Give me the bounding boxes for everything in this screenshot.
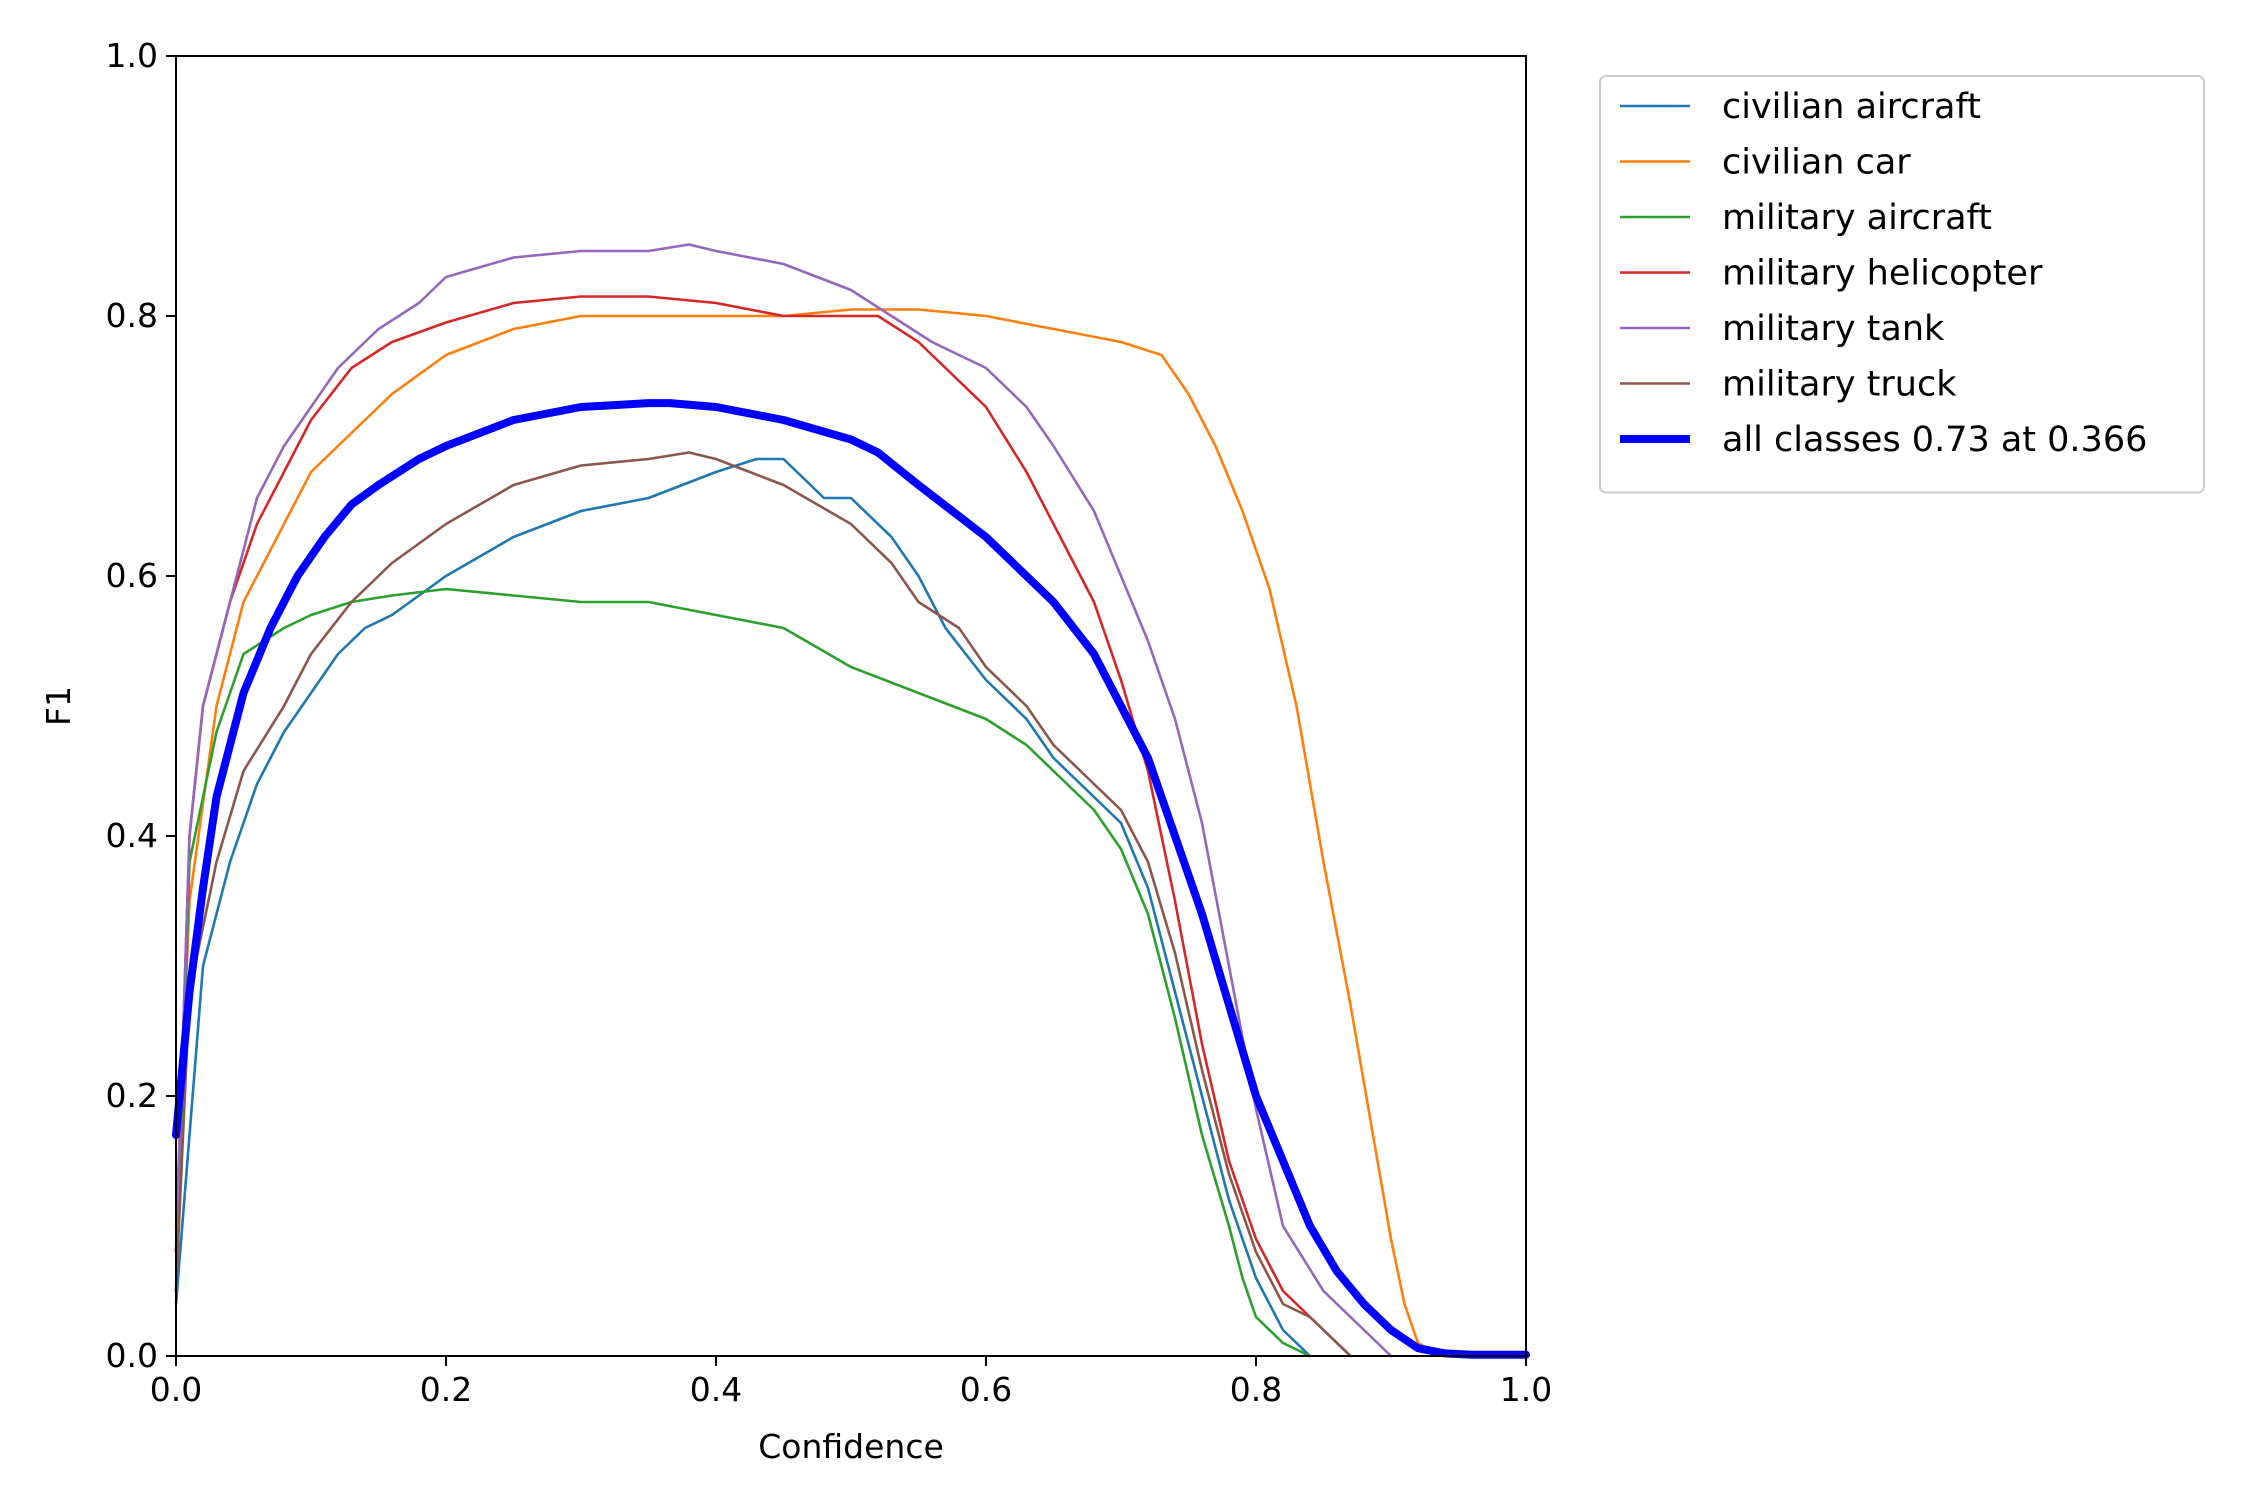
x-tick-label: 0.6 bbox=[960, 1370, 1012, 1409]
x-axis-ticks: 0.0 0.2 0.4 0.6 0.8 1.0 bbox=[150, 1356, 1552, 1409]
series-line-civilian-car bbox=[174, 308, 1528, 1355]
y-tick-label: 0.4 bbox=[106, 816, 158, 855]
legend-entry-label: military tank bbox=[1722, 309, 1945, 349]
legend-entry-label: civilian aircraft bbox=[1722, 87, 1981, 127]
series-line-military-truck bbox=[174, 451, 1352, 1358]
y-tick-label: 1.0 bbox=[106, 36, 158, 75]
legend-entry-label: military aircraft bbox=[1722, 198, 1992, 238]
y-axis-ticks: 0.0 0.2 0.4 0.6 0.8 1.0 bbox=[106, 36, 176, 1375]
x-axis-label: Confidence bbox=[758, 1427, 944, 1466]
x-tick-label: 1.0 bbox=[1500, 1370, 1552, 1409]
y-tick-label: 0.6 bbox=[106, 556, 158, 595]
series-layer bbox=[172, 243, 1530, 1359]
x-tick-label: 0.0 bbox=[150, 1370, 202, 1409]
series-line-all-classes-0-73-at-0-366 bbox=[172, 399, 1530, 1359]
x-tick-label: 0.2 bbox=[420, 1370, 472, 1409]
y-axis-label: F1 bbox=[39, 686, 78, 726]
axes-frame bbox=[175, 55, 1527, 1357]
x-tick-label: 0.4 bbox=[690, 1370, 742, 1409]
x-tick-label: 0.8 bbox=[1230, 1370, 1282, 1409]
legend-entry-label: civilian car bbox=[1722, 143, 1911, 183]
legend-entry-label: military helicopter bbox=[1722, 254, 2043, 294]
legend-entry-label: military truck bbox=[1722, 365, 1957, 405]
y-tick-label: 0.8 bbox=[106, 296, 158, 335]
series-line-military-tank bbox=[174, 243, 1393, 1358]
series-line-military-helicopter bbox=[174, 295, 1352, 1358]
y-tick-label: 0.0 bbox=[106, 1336, 158, 1375]
legend: civilian aircraft civilian car military ai… bbox=[1599, 75, 2205, 494]
series-line-military-aircraft bbox=[174, 587, 1312, 1358]
legend-entry-label: all classes 0.73 at 0.366 bbox=[1722, 420, 2147, 460]
legend-box bbox=[1599, 75, 2205, 494]
series-line-civilian-aircraft bbox=[174, 457, 1312, 1358]
y-tick-label: 0.2 bbox=[106, 1076, 158, 1115]
